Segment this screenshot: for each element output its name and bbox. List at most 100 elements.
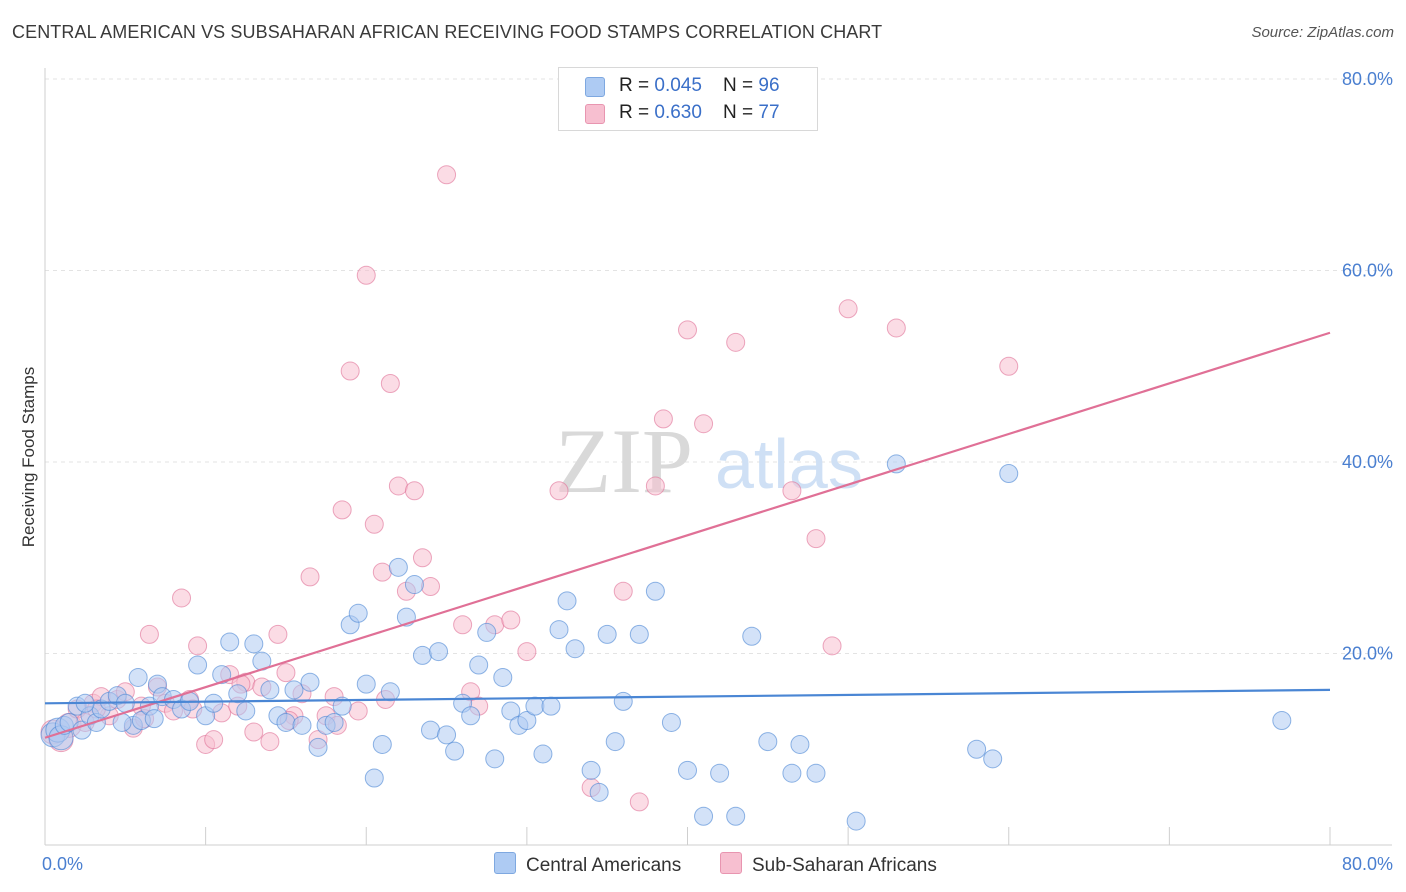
point-central-americans — [332, 696, 352, 716]
point-central-americans — [565, 639, 585, 659]
point-central-americans — [284, 680, 304, 700]
point-central-americans — [260, 680, 280, 700]
legend-swatch-blue — [585, 77, 605, 97]
point-central-americans — [758, 732, 778, 752]
point-sub-saharan-africans — [645, 476, 665, 496]
y-tick-label-40: 40.0% — [1342, 452, 1393, 472]
point-central-americans — [244, 634, 264, 654]
point-central-americans — [236, 701, 256, 721]
point-central-americans — [629, 624, 649, 644]
chart-title: CENTRAL AMERICAN VS SUBSAHARAN AFRICAN R… — [12, 22, 883, 42]
point-central-americans — [678, 760, 697, 780]
point-sub-saharan-africans — [348, 701, 368, 721]
trend-line-central-americans — [44, 688, 1331, 705]
point-central-americans — [461, 706, 481, 726]
point-central-americans — [276, 712, 296, 732]
n-value: 96 — [758, 75, 780, 96]
point-central-americans — [645, 581, 665, 601]
bottom-legend-label: Sub-Saharan Africans — [752, 855, 937, 876]
point-central-americans — [292, 715, 312, 735]
point-central-americans — [421, 720, 440, 740]
point-central-americans — [541, 696, 561, 716]
point-central-americans — [128, 667, 148, 687]
point-central-americans — [597, 624, 617, 644]
point-central-americans — [485, 749, 505, 769]
y-axis-label: Receiving Food Stamps — [19, 367, 38, 547]
legend-swatch-pink — [585, 104, 605, 124]
point-sub-saharan-africans — [188, 636, 208, 656]
point-central-americans — [144, 709, 164, 729]
n-label: N = — [723, 75, 759, 96]
point-sub-saharan-africans — [453, 615, 473, 635]
point-central-americans — [557, 591, 577, 611]
point-central-americans — [790, 734, 810, 754]
point-central-americans — [605, 732, 625, 752]
r-value: 0.630 — [654, 102, 702, 123]
source-label: Source: ZipAtlas.com — [1251, 24, 1394, 41]
point-sub-saharan-africans — [388, 476, 408, 496]
point-sub-saharan-africans — [139, 624, 159, 644]
n-value: 77 — [758, 102, 780, 123]
legend-text: R = 0.630 N = 77 — [619, 102, 780, 124]
bottom-legend-swatch-blue — [494, 852, 516, 874]
trend-lines — [44, 331, 1331, 739]
point-sub-saharan-africans — [412, 548, 432, 568]
y-tick-label-20: 20.0% — [1342, 644, 1393, 664]
x-tick-label-min: 0.0% — [42, 854, 83, 874]
point-central-americans — [324, 712, 344, 732]
point-central-americans — [742, 626, 762, 646]
point-central-americans — [806, 763, 826, 783]
point-central-americans — [437, 725, 457, 745]
stats-legend: R = 0.045 N = 96 R = 0.630 N = 77 — [558, 67, 818, 131]
point-central-americans — [469, 655, 489, 675]
point-central-americans — [661, 712, 681, 732]
point-central-americans — [364, 768, 384, 788]
x-tick-marks — [205, 827, 1331, 845]
point-central-americans — [782, 763, 802, 783]
r-label: R = — [619, 102, 655, 123]
point-central-americans — [228, 684, 248, 704]
point-sub-saharan-africans — [653, 409, 673, 429]
point-central-americans — [348, 603, 368, 623]
point-central-americans — [204, 693, 224, 713]
point-central-americans — [372, 734, 392, 754]
point-central-americans — [212, 665, 232, 685]
point-central-americans — [694, 806, 714, 826]
point-central-americans — [477, 622, 497, 642]
point-central-americans — [380, 682, 400, 702]
n-label: N = — [723, 102, 759, 123]
point-central-americans — [1272, 711, 1292, 731]
bottom-legend-swatch-pink — [720, 852, 742, 874]
point-central-americans — [220, 632, 240, 652]
point-central-americans — [613, 691, 633, 711]
point-central-americans — [517, 711, 537, 731]
point-sub-saharan-africans — [999, 356, 1019, 376]
point-sub-saharan-africans — [782, 481, 802, 501]
point-central-americans — [188, 655, 208, 675]
point-sub-saharan-africans — [172, 588, 192, 608]
point-central-americans — [726, 806, 746, 826]
point-sub-saharan-africans — [838, 299, 858, 319]
point-sub-saharan-africans — [372, 562, 392, 582]
point-sub-saharan-africans — [244, 722, 264, 742]
point-central-americans — [412, 645, 432, 665]
point-central-americans — [300, 672, 320, 692]
legend-text: R = 0.045 N = 96 — [619, 75, 780, 97]
point-sub-saharan-africans — [380, 373, 400, 393]
point-central-americans — [710, 763, 730, 783]
point-sub-saharan-africans — [886, 318, 906, 338]
y-tick-labels: 20.0% 40.0% 60.0% 80.0% — [1342, 69, 1393, 664]
point-sub-saharan-africans — [517, 642, 537, 662]
point-sub-saharan-africans — [404, 481, 424, 501]
point-sub-saharan-africans — [340, 361, 360, 381]
point-sub-saharan-africans — [629, 792, 649, 812]
point-sub-saharan-africans — [678, 320, 697, 340]
point-central-americans — [356, 674, 376, 694]
point-central-americans — [445, 741, 465, 761]
point-central-americans — [846, 811, 866, 831]
point-sub-saharan-africans — [260, 732, 280, 752]
point-central-americans — [404, 575, 424, 595]
point-central-americans — [388, 557, 408, 577]
point-central-americans — [501, 701, 521, 721]
